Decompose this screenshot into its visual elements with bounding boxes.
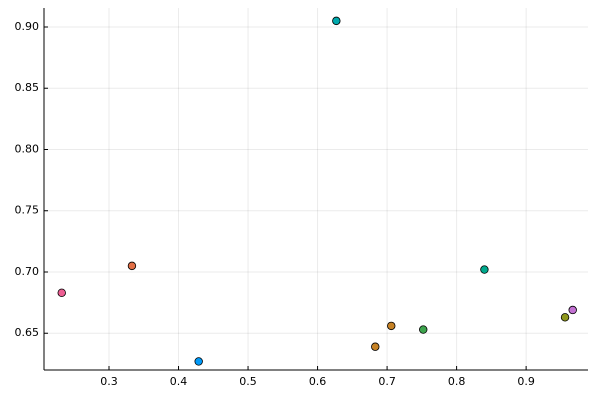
y-tick-label: 0.70 <box>15 265 40 278</box>
y-tick-label: 0.65 <box>15 326 40 339</box>
y-tick-label: 0.75 <box>15 204 40 217</box>
point <box>419 325 428 334</box>
x-tick-label: 0.7 <box>378 375 396 388</box>
x-tick-label: 0.8 <box>448 375 466 388</box>
point <box>194 357 203 366</box>
x-tick-label: 0.6 <box>309 375 327 388</box>
point <box>560 313 570 322</box>
y-tick-label: 0.85 <box>15 81 40 94</box>
point <box>332 16 341 26</box>
x-tick-label: 0.5 <box>239 375 257 388</box>
point <box>568 305 577 315</box>
y-tick-label: 0.80 <box>15 142 40 155</box>
point <box>480 265 489 274</box>
x-tick-label: 0.4 <box>170 375 188 388</box>
point <box>387 321 396 331</box>
point <box>371 342 380 351</box>
x-tick-label: 0.3 <box>100 375 118 388</box>
point <box>57 288 66 298</box>
x-tick-label: 0.9 <box>517 375 535 388</box>
point <box>127 261 137 271</box>
y-tick-label: 0.90 <box>15 20 40 33</box>
